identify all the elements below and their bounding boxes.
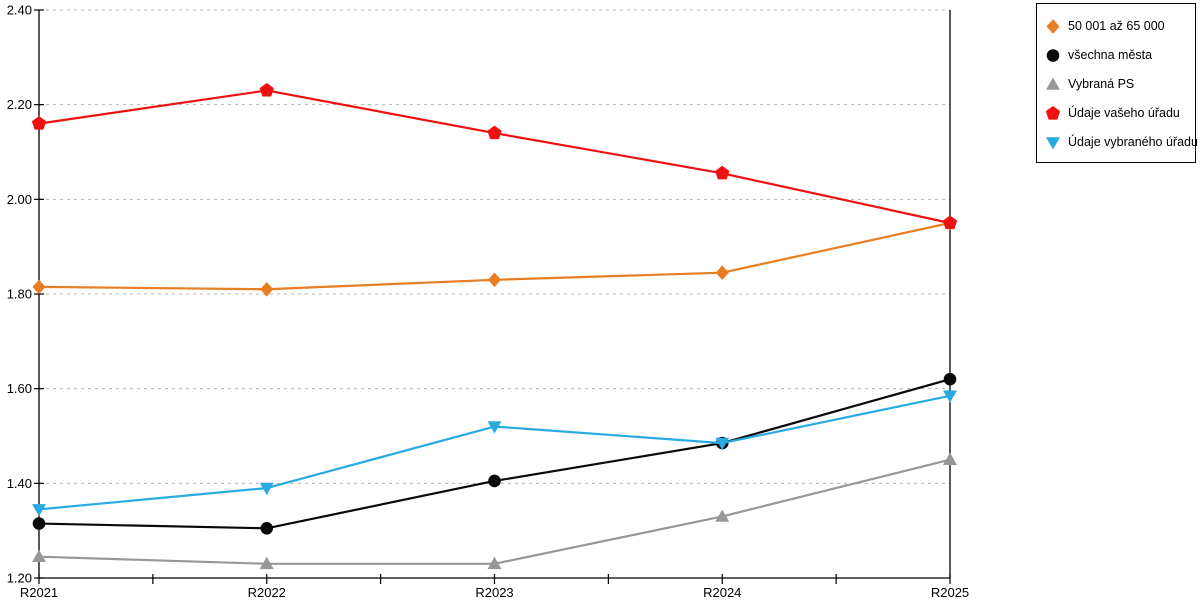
pentagon-marker-icon	[487, 125, 502, 140]
circle-icon	[1046, 48, 1060, 62]
diamond-marker-icon	[1046, 18, 1060, 34]
triangle-up-icon	[1046, 77, 1060, 90]
triangle-down-marker-icon	[1046, 136, 1060, 149]
triangle-up-marker-icon	[943, 452, 957, 465]
y-tick-label: 2.40	[7, 3, 32, 18]
x-tick-label: R2025	[931, 585, 969, 600]
series-všechna-města	[32, 372, 957, 535]
pentagon-marker-icon	[1045, 105, 1061, 121]
circle-marker-icon	[1046, 48, 1060, 62]
legend-label: Vybraná PS	[1068, 76, 1135, 91]
triangle-down-marker-icon	[259, 482, 274, 496]
diamond-icon	[1046, 18, 1060, 34]
y-tick-label: 2.00	[7, 192, 32, 207]
triangle-down-icon	[1046, 136, 1060, 149]
y-tick-label: 1.40	[7, 476, 32, 491]
triangle-up-marker-icon	[1046, 77, 1060, 90]
series-vybraná-ps	[32, 452, 957, 570]
y-tick-label: 1.20	[7, 571, 32, 586]
series-údaje-vašeho-úřadu	[31, 82, 958, 230]
triangle-down-marker-icon	[1045, 134, 1061, 150]
diamond-marker-icon	[260, 281, 274, 297]
series-údaje-vybraného-úřadu	[32, 390, 957, 517]
pentagon-marker-icon	[715, 165, 730, 180]
legend-item-50001-az-65000: 50 001 až 65 000	[1045, 11, 1187, 40]
circle-marker-icon	[32, 517, 46, 530]
triangle-down-marker-icon	[943, 390, 957, 403]
legend-item-vsechna-mesta: všechna města	[1045, 40, 1187, 69]
triangle-down-marker-icon	[32, 504, 46, 517]
pentagon-marker-icon	[31, 116, 47, 130]
pentagon-icon	[1045, 105, 1061, 120]
diamond-marker-icon	[1045, 18, 1061, 34]
pentagon-marker-icon	[1045, 105, 1061, 120]
series-line	[38, 378, 951, 530]
x-tick-label: R2024	[703, 585, 741, 600]
diamond-marker-icon	[488, 272, 501, 288]
circle-marker-icon	[488, 474, 501, 488]
y-tick-label: 2.20	[7, 97, 32, 112]
y-tick-label: 1.80	[7, 287, 32, 302]
triangle-up-marker-icon	[259, 556, 274, 570]
x-tick-label: R2023	[475, 585, 513, 600]
series-50-001-až-65-000	[32, 215, 957, 297]
legend-item-udaje-vybraneho-uradu: Údaje vybraného úřadu	[1045, 127, 1198, 156]
legend-item-vybrana-ps: Vybraná PS	[1045, 69, 1187, 98]
legend-item-udaje-vaseho-uradu: Údaje vašeho úřadu	[1045, 98, 1187, 127]
x-tick-label: R2022	[248, 585, 286, 600]
triangle-down-marker-icon	[715, 437, 730, 451]
pentagon-marker-icon	[942, 215, 958, 230]
circle-marker-icon	[260, 522, 274, 535]
circle-marker-icon	[943, 372, 957, 386]
x-tick-label: R2021	[20, 585, 58, 600]
series-line	[38, 89, 951, 225]
diamond-marker-icon	[715, 265, 729, 280]
legend-label: 50 001 až 65 000	[1068, 18, 1165, 33]
y-tick-label: 1.60	[7, 381, 32, 396]
legend: 50 001 až 65 000 všechna města Vybraná P…	[1036, 3, 1198, 163]
triangle-up-marker-icon	[715, 509, 730, 522]
legend-label: Údaje vašeho úřadu	[1068, 105, 1180, 120]
triangle-down-marker-icon	[487, 421, 502, 434]
circle-marker-icon	[1045, 47, 1061, 63]
series-line	[38, 394, 951, 511]
triangle-up-marker-icon	[32, 549, 46, 562]
triangle-up-marker-icon	[487, 556, 502, 570]
legend-label: Údaje vybraného úřadu	[1068, 134, 1198, 149]
diamond-marker-icon	[32, 279, 46, 295]
pentagon-marker-icon	[259, 82, 274, 97]
legend-label: všechna města	[1068, 47, 1153, 62]
triangle-up-marker-icon	[1045, 76, 1061, 92]
